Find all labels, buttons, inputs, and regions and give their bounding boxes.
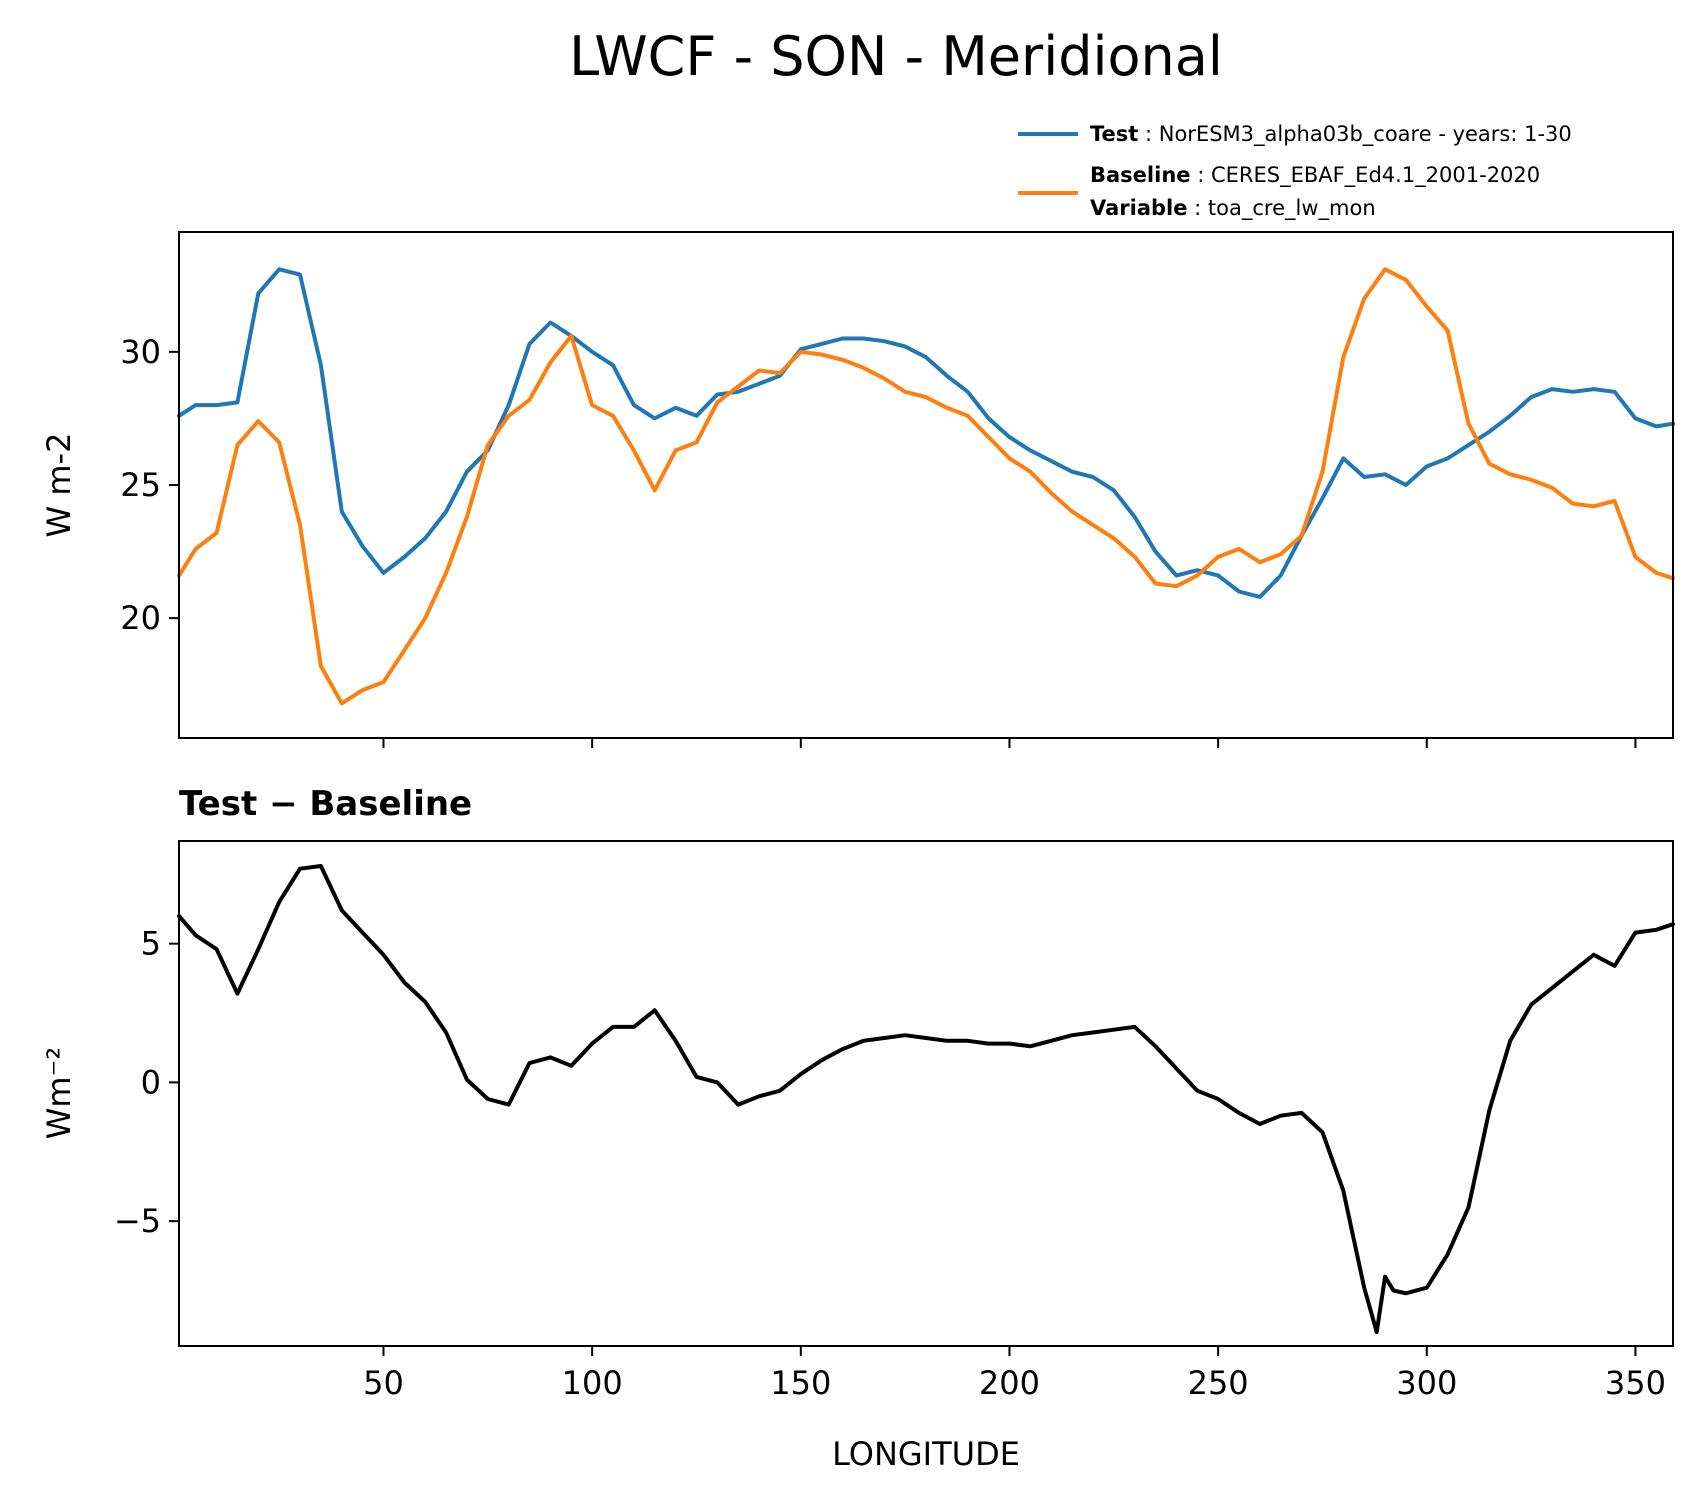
top-series-lines: [177, 267, 1675, 706]
top-axes-frame: [178, 231, 1674, 739]
bottom-y-tick-label-0: 0: [141, 1063, 161, 1101]
svg-text:Test : NorESM3_alpha03b_coare: Test : NorESM3_alpha03b_coare - years: 1…: [1090, 122, 1572, 147]
legend-variable-desc: : toa_cre_lw_mon: [1187, 196, 1375, 221]
bottom-y-tick-label-5: 5: [141, 925, 161, 963]
top-y-label: W m-2: [40, 433, 78, 538]
top-test-line: [177, 267, 1675, 599]
x-tick-label-250: 250: [1188, 1364, 1249, 1402]
x-tick-label-350: 350: [1605, 1364, 1666, 1402]
legend-baseline-label: Baseline: [1090, 163, 1191, 187]
legend: Test : NorESM3_alpha03b_coare - years: 1…: [1018, 122, 1572, 221]
legend-test-desc: : NorESM3_alpha03b_coare - years: 1-30: [1138, 122, 1571, 147]
bottom-y-tick-label--5: −5: [114, 1202, 161, 1240]
top-panel: 20 25 30 W m-2: [40, 231, 1675, 748]
top-y-tick-label-25: 25: [120, 466, 161, 504]
bottom-y-label: Wm⁻²: [40, 1047, 78, 1140]
x-tick-label-150: 150: [770, 1364, 831, 1402]
x-axis-label: LONGITUDE: [832, 1435, 1020, 1473]
legend-variable-label: Variable: [1090, 196, 1187, 220]
legend-test-label: Test: [1090, 122, 1138, 146]
x-tick-label-200: 200: [979, 1364, 1040, 1402]
legend-baseline-desc: : CERES_EBAF_Ed4.1_2001-2020: [1191, 163, 1541, 188]
bottom-panel-title: Test − Baseline: [179, 784, 472, 824]
bottom-axes-frame: [178, 840, 1674, 1347]
top-baseline-line: [177, 267, 1675, 706]
bottom-difference-line: [177, 864, 1675, 1335]
bottom-axis-ticks: 50 100 150 200 250 300 350 −5 0 5: [114, 925, 1666, 1402]
x-tick-label-300: 300: [1396, 1364, 1457, 1402]
x-tick-label-50: 50: [363, 1364, 404, 1402]
top-axis-ticks: 20 25 30: [120, 333, 1637, 748]
x-tick-label-100: 100: [562, 1364, 623, 1402]
figure-title: LWCF - SON - Meridional: [569, 25, 1223, 88]
top-y-tick-label-30: 30: [120, 333, 161, 371]
svg-text:Baseline : CERES_EBAF_Ed4.1_20: Baseline : CERES_EBAF_Ed4.1_2001-2020: [1090, 163, 1540, 188]
svg-text:Variable : toa_cre_lw_mon: Variable : toa_cre_lw_mon: [1090, 196, 1376, 221]
bottom-panel: Test − Baseline 50 100 150 200 250 300 350−505…: [40, 784, 1675, 1473]
top-y-tick-label-20: 20: [120, 599, 161, 637]
bottom-series-lines: [177, 864, 1675, 1335]
